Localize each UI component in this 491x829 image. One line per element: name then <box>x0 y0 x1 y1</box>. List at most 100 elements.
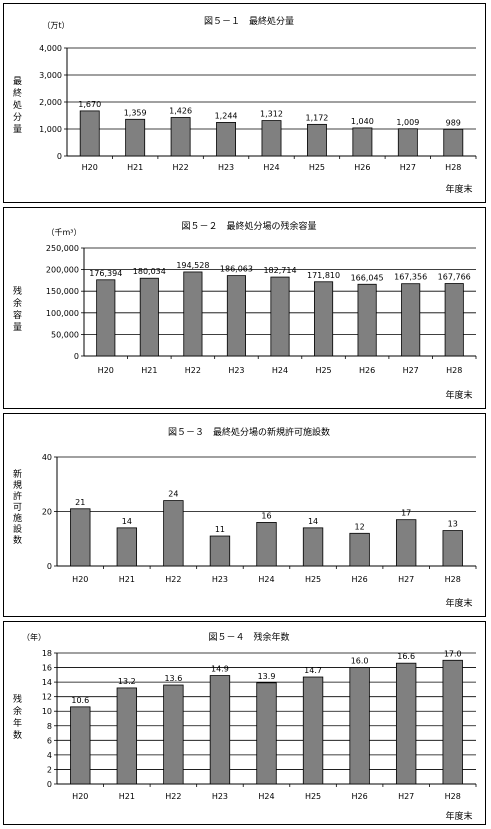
bar <box>397 128 418 157</box>
x-tick-label: H28 <box>445 575 461 584</box>
data-label: 167,766 <box>438 273 471 282</box>
x-tick-label: H21 <box>119 792 135 801</box>
data-label: 167,356 <box>394 273 427 282</box>
x-tick-label: H28 <box>445 792 461 801</box>
y-tick-label: 2 <box>47 765 52 774</box>
x-tick-label: H25 <box>305 575 321 584</box>
chart-panel-new-permits: 図５－３ 最終処分場の新規許可施設数 新規許可施設数 年度末 0 20 40 21 H2… <box>3 413 486 617</box>
chart-title: 図５－４ 残余年数 <box>208 631 289 643</box>
x-tick-label: H20 <box>72 792 88 801</box>
data-label: 171,810 <box>307 271 340 280</box>
y-tick-label: 6 <box>47 736 52 745</box>
x-tick-label: H24 <box>263 163 279 172</box>
data-label: 17 <box>401 509 411 518</box>
data-label: 180,034 <box>133 267 166 276</box>
bar <box>170 117 191 157</box>
x-tick-label: H24 <box>258 575 274 584</box>
x-tick-label: H20 <box>82 163 98 172</box>
y-tick-label: 3,000 <box>39 71 62 80</box>
data-label: 194,528 <box>176 261 209 270</box>
plot-area: 0 2 4 6 8 10 12 14 16 18 10.6 H20 13.2 H21 13.6 H22 14.9… <box>42 649 477 801</box>
bar <box>270 276 290 357</box>
data-label: 12 <box>355 522 365 531</box>
chart-title: 図５－２ 最終処分場の残余容量 <box>181 220 316 232</box>
y-tick-label: 4,000 <box>39 44 62 53</box>
bar <box>352 127 373 157</box>
y-axis-label: 残余容量 <box>11 285 22 334</box>
chart-svg-1: 図５－１ 最終処分量 （万t） 最終処分量 年度末 0 1,000 2,000 3,0… <box>11 15 477 195</box>
data-label: 1,359 <box>124 108 147 117</box>
bar <box>163 684 184 785</box>
bar <box>70 706 91 785</box>
data-label: 1,426 <box>169 106 192 115</box>
data-label: 14.7 <box>304 666 322 675</box>
y-tick-label: 250,000 <box>46 244 79 253</box>
x-axis-label: 年度末 <box>445 389 472 401</box>
chart-svg-3: 図５－３ 最終処分場の新規許可施設数 新規許可施設数 年度末 0 20 40 21 H2… <box>11 426 477 609</box>
plot-area: 0 1,000 2,000 3,000 4,000 1,670 H20 1,359 H21 1,4… <box>39 44 477 172</box>
x-tick-label: H20 <box>98 366 114 375</box>
y-tick-label: 16 <box>42 664 52 673</box>
bar <box>226 275 246 357</box>
x-tick-label: H20 <box>72 575 88 584</box>
data-label: 14.9 <box>211 665 229 674</box>
bar <box>401 283 421 357</box>
data-label: 1,040 <box>351 117 374 126</box>
x-tick-label: H23 <box>212 792 228 801</box>
data-label: 16.0 <box>351 657 369 666</box>
x-tick-label: H26 <box>359 366 375 375</box>
bar <box>349 532 370 567</box>
bar <box>183 271 203 357</box>
x-tick-label: H26 <box>352 575 368 584</box>
x-tick-label: H25 <box>305 792 321 801</box>
chart-title: 図５－３ 最終処分場の新規許可施設数 <box>168 426 330 438</box>
bar <box>349 667 370 785</box>
bar <box>261 120 282 157</box>
x-tick-label: H23 <box>218 163 234 172</box>
bar <box>163 500 184 567</box>
bar <box>79 110 100 157</box>
bar <box>116 527 138 567</box>
bar <box>442 659 463 785</box>
bar <box>256 522 277 567</box>
y-tick-label: 1,000 <box>39 125 62 134</box>
plot-area: 0 50,000 100,000 150,000 200,000 250,000 176,3… <box>46 244 477 375</box>
bar <box>125 118 146 157</box>
chart-unit: （万t） <box>42 21 69 30</box>
y-tick-label: 20 <box>42 508 52 517</box>
x-tick-label: H22 <box>165 575 181 584</box>
data-label: 1,009 <box>396 118 419 127</box>
bar <box>216 122 236 157</box>
y-tick-label: 0 <box>57 152 62 161</box>
data-label: 13.6 <box>164 674 182 683</box>
x-tick-label: H21 <box>119 575 135 584</box>
y-tick-label: 100,000 <box>46 309 79 318</box>
data-label: 13.9 <box>258 672 276 681</box>
bar <box>209 675 231 785</box>
data-label: 182,714 <box>263 266 296 275</box>
data-label: 989 <box>446 118 461 127</box>
y-tick-label: 12 <box>42 693 52 702</box>
bar <box>395 662 417 785</box>
y-tick-label: 40 <box>42 453 52 462</box>
bar <box>209 535 231 567</box>
bar <box>116 687 138 785</box>
y-tick-label: 150,000 <box>46 287 79 296</box>
x-tick-label: H22 <box>173 163 189 172</box>
y-tick-label: 10 <box>42 707 52 716</box>
x-tick-label: H26 <box>352 792 368 801</box>
bar <box>395 519 417 567</box>
x-tick-label: H28 <box>446 366 462 375</box>
y-tick-label: 8 <box>47 722 52 731</box>
data-label: 11 <box>215 525 225 534</box>
y-tick-label: 200,000 <box>46 266 79 275</box>
y-tick-label: 18 <box>42 649 52 658</box>
bar <box>442 530 463 567</box>
chart-unit: （年） <box>22 632 46 642</box>
x-tick-label: H28 <box>445 163 461 172</box>
y-tick-label: 2,000 <box>39 98 62 107</box>
chart-svg-4: 図５－４ 残余年数 （年） 残余年数 年度末 0 2 4 6 8 10 12 14 16 18 10… <box>11 631 477 822</box>
x-tick-label: H27 <box>398 575 414 584</box>
x-tick-label: H22 <box>165 792 181 801</box>
bar <box>314 281 334 357</box>
